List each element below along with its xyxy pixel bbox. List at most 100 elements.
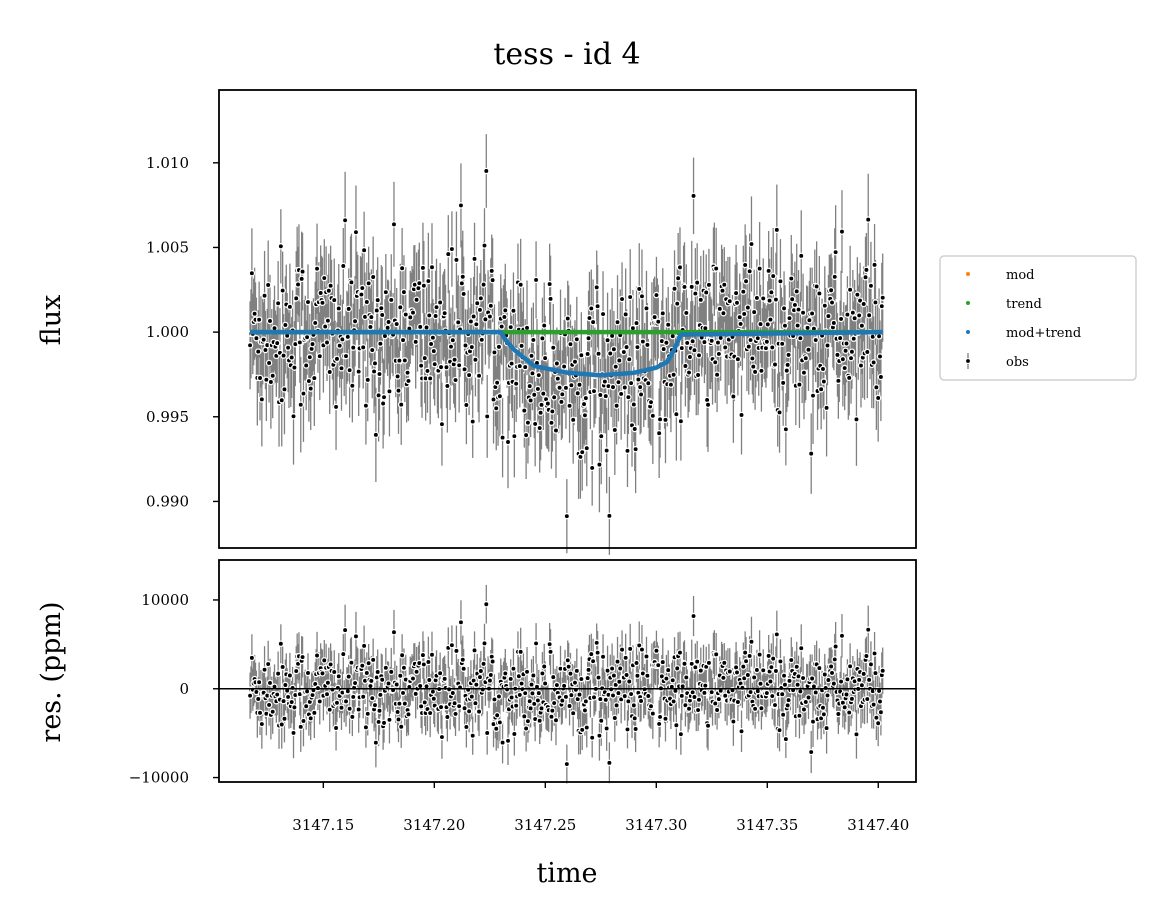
obs-point bbox=[626, 356, 633, 363]
residual-point bbox=[647, 702, 655, 710]
obs-point bbox=[682, 362, 689, 370]
obs-point bbox=[552, 427, 560, 434]
obs-point bbox=[639, 338, 647, 345]
residual-point bbox=[843, 691, 850, 698]
obs-point bbox=[830, 319, 838, 327]
obs-point bbox=[458, 280, 466, 287]
obs-point bbox=[860, 300, 867, 308]
obs-point bbox=[864, 216, 872, 223]
residual-point bbox=[832, 643, 839, 650]
residual-point bbox=[781, 681, 789, 688]
residual-point bbox=[486, 677, 494, 684]
residual-point bbox=[451, 699, 458, 707]
residual-point bbox=[678, 692, 686, 700]
residual-point bbox=[838, 632, 846, 640]
obs-point bbox=[580, 400, 588, 408]
residual-point bbox=[777, 658, 784, 665]
obs-point bbox=[808, 310, 816, 317]
obs-point bbox=[380, 393, 388, 401]
obs-point bbox=[809, 392, 817, 399]
obs-point bbox=[516, 362, 524, 370]
obs-point bbox=[835, 377, 842, 385]
obs-point bbox=[531, 391, 538, 398]
obs-point bbox=[480, 281, 487, 288]
obs-point bbox=[586, 314, 593, 322]
obs-point bbox=[454, 319, 462, 326]
obs-point bbox=[498, 323, 505, 330]
residual-point bbox=[359, 662, 366, 669]
residual-point bbox=[630, 702, 638, 709]
obs-point bbox=[613, 402, 620, 410]
obs-point bbox=[553, 360, 561, 367]
residual-point bbox=[405, 711, 412, 718]
residual-point bbox=[535, 689, 543, 697]
obs-point bbox=[671, 285, 678, 292]
residual-point bbox=[685, 705, 693, 712]
obs-point bbox=[656, 416, 664, 423]
residual-point bbox=[338, 704, 345, 711]
residual-point bbox=[585, 666, 592, 674]
residual-point bbox=[274, 670, 282, 677]
obs-point bbox=[369, 346, 376, 354]
residual-point bbox=[511, 730, 518, 738]
obs-point bbox=[401, 357, 409, 364]
obs-point bbox=[751, 368, 759, 376]
residual-point bbox=[269, 708, 276, 715]
obs-point bbox=[705, 281, 713, 289]
obs-point bbox=[433, 303, 440, 311]
residual-point bbox=[855, 676, 863, 684]
residual-point bbox=[664, 666, 672, 674]
residual-point bbox=[346, 705, 353, 712]
obs-point bbox=[286, 303, 294, 311]
residual-point bbox=[517, 648, 524, 656]
residual-point bbox=[848, 695, 856, 703]
obs-point bbox=[778, 340, 786, 348]
residual-point bbox=[841, 704, 848, 711]
residual-y-tick-label: 0 bbox=[179, 680, 189, 698]
residual-point bbox=[758, 704, 765, 712]
residual-point bbox=[611, 714, 619, 722]
obs-point bbox=[528, 352, 535, 360]
residual-point bbox=[726, 668, 734, 675]
residual-point bbox=[564, 657, 571, 664]
obs-point bbox=[483, 167, 490, 175]
obs-point bbox=[472, 356, 479, 363]
obs-point bbox=[719, 287, 726, 294]
residual-point bbox=[388, 668, 395, 676]
legend-marker-trend bbox=[965, 300, 971, 306]
residual-point bbox=[316, 698, 324, 705]
obs-point bbox=[769, 272, 777, 280]
residual-point bbox=[740, 663, 747, 670]
obs-point bbox=[879, 294, 886, 301]
main-y-axis-label: flux bbox=[36, 295, 67, 346]
obs-point bbox=[562, 384, 570, 392]
obs-point bbox=[470, 313, 477, 320]
obs-point bbox=[364, 376, 371, 384]
residual-point bbox=[594, 649, 601, 656]
residual-point bbox=[277, 640, 285, 648]
obs-point bbox=[566, 402, 573, 410]
obs-point bbox=[601, 378, 609, 385]
obs-point bbox=[692, 290, 699, 297]
obs-point bbox=[807, 450, 815, 457]
obs-point bbox=[623, 343, 630, 351]
legend-box bbox=[939, 255, 1137, 381]
obs-point bbox=[736, 313, 743, 321]
residual-point bbox=[825, 676, 832, 684]
obs-point bbox=[636, 383, 644, 391]
obs-point bbox=[459, 273, 467, 281]
obs-point bbox=[763, 338, 771, 346]
residual-point bbox=[805, 694, 812, 701]
residual-point bbox=[300, 717, 307, 725]
obs-point bbox=[488, 267, 495, 275]
residual-point bbox=[362, 724, 370, 731]
residual-point bbox=[720, 674, 727, 682]
obs-point bbox=[820, 378, 828, 385]
obs-point bbox=[865, 311, 873, 319]
obs-point bbox=[526, 382, 533, 390]
obs-point bbox=[393, 320, 400, 328]
obs-point bbox=[740, 310, 748, 318]
residual-point bbox=[757, 680, 764, 687]
residual-point bbox=[291, 704, 298, 711]
residual-point bbox=[767, 678, 774, 685]
